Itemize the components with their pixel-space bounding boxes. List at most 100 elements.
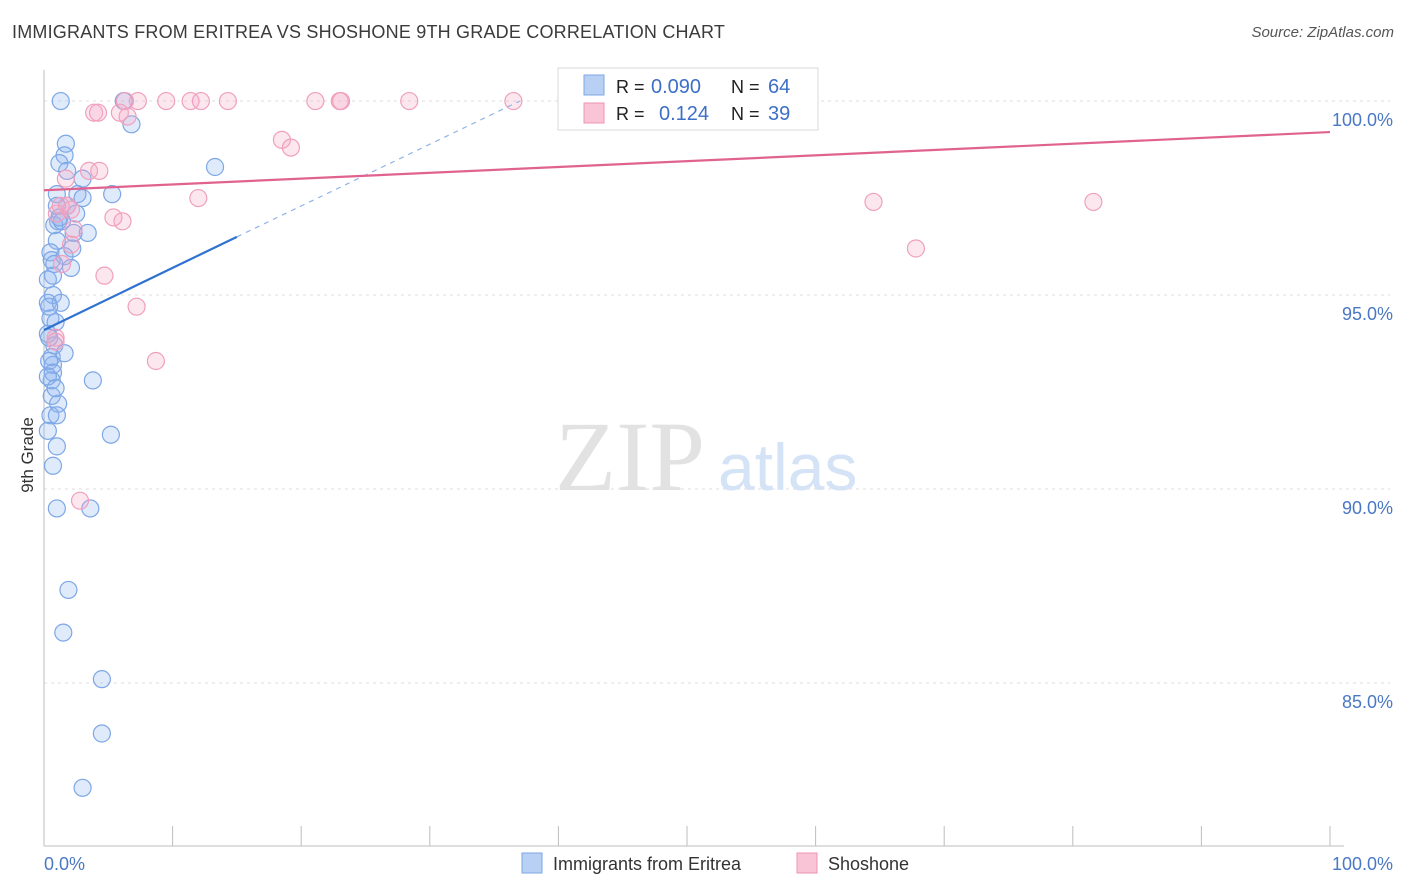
- eritrea-point-49: [43, 456, 63, 475]
- eritrea-point-48: [47, 437, 66, 456]
- shoshone-point-16: [281, 138, 301, 157]
- shoshone-point-27: [95, 266, 114, 285]
- eritrea-point-20: [47, 231, 66, 250]
- shoshone-point-5: [218, 91, 237, 111]
- watermark-atlas: atlas: [718, 430, 857, 504]
- shoshone-point-35: [90, 161, 109, 180]
- y-tick-labels: 100.0% 95.0% 90.0% 85.0%: [1332, 110, 1393, 712]
- x-tick-label-1: 100.0%: [1332, 854, 1393, 874]
- data-points: [38, 91, 1103, 797]
- eritrea-point-12: [103, 185, 122, 204]
- shoshone-point-36: [51, 196, 70, 215]
- shoshone-point-17: [79, 161, 99, 180]
- stats-legend-swatch-blue: [583, 74, 605, 96]
- axes: [43, 70, 1344, 847]
- eritrea-point-5: [50, 154, 69, 173]
- eritrea-point-50: [47, 499, 66, 518]
- shoshone-point-24: [64, 219, 83, 239]
- stats-legend-n-label-1: N =: [731, 77, 760, 97]
- chart-source: Source: ZipAtlas.com: [1251, 24, 1394, 41]
- shoshone-point-0: [128, 91, 147, 111]
- shoshone-point-25: [61, 235, 81, 254]
- shoshone-point-1: [115, 91, 135, 111]
- shoshone-point-3: [181, 91, 200, 111]
- shoshone-point-9: [400, 91, 419, 111]
- series-legend: Immigrants from Eritrea Shoshone: [521, 852, 909, 874]
- eritrea-point-29: [51, 293, 70, 312]
- shoshone-point-31: [70, 491, 90, 510]
- eritrea-point-47: [101, 425, 120, 444]
- shoshone-point-14: [118, 107, 137, 126]
- stats-legend-r-value-2: 0.124: [659, 103, 709, 125]
- shoshone-point-34: [906, 239, 926, 258]
- shoshone-point-32: [864, 192, 883, 212]
- legend-label-eritrea: Immigrants from Eritrea: [553, 854, 742, 874]
- eritrea-point-0: [51, 91, 70, 111]
- y-tick-label-1: 95.0%: [1342, 304, 1393, 324]
- eritrea-point-6: [58, 161, 77, 180]
- y-axis-label: 9th Grade: [18, 417, 37, 493]
- x-tick-labels: 0.0% 100.0%: [44, 854, 1393, 874]
- eritrea-trend-extension: [236, 100, 521, 238]
- legend-swatch-eritrea: [521, 852, 543, 874]
- shoshone-point-29: [46, 328, 65, 347]
- x-tick-label-0: 0.0%: [44, 854, 85, 874]
- shoshone-point-38: [61, 200, 81, 219]
- legend-swatch-shoshone: [796, 852, 818, 874]
- eritrea-point-18: [64, 223, 83, 243]
- watermark: ZIP atlas: [555, 401, 857, 512]
- shoshone-point-10: [504, 91, 523, 111]
- legend-label-shoshone: Shoshone: [828, 854, 909, 874]
- shoshone-point-11: [85, 103, 104, 122]
- stats-legend-r-value-1: 0.090: [651, 76, 701, 98]
- shoshone-point-20: [189, 188, 208, 208]
- watermark-zip: ZIP: [555, 401, 705, 512]
- eritrea-point-58: [45, 254, 64, 274]
- shoshone-point-23: [113, 212, 132, 231]
- stats-legend-n-label-2: N =: [731, 104, 760, 124]
- shoshone-point-30: [146, 351, 165, 371]
- stats-legend-r-label-2: R =: [616, 104, 645, 124]
- eritrea-point-46: [38, 421, 57, 440]
- shoshone-point-22: [104, 208, 123, 227]
- stats-legend-swatch-pink: [583, 102, 605, 124]
- stats-legend-r-label-1: R =: [616, 77, 645, 97]
- eritrea-point-57: [40, 297, 59, 316]
- shoshone-point-37: [46, 332, 65, 351]
- shoshone-trend-line: [43, 130, 1331, 192]
- eritrea-point-8: [205, 157, 225, 177]
- y-tick-label-0: 100.0%: [1332, 110, 1393, 130]
- y-tick-label-3: 85.0%: [1342, 692, 1393, 712]
- shoshone-point-4: [191, 91, 210, 111]
- shoshone-point-33: [1084, 192, 1103, 212]
- shoshone-point-28: [127, 297, 146, 316]
- stats-legend-n-value-2: 39: [768, 103, 790, 125]
- shoshone-point-12: [88, 103, 108, 122]
- shoshone-point-18: [56, 169, 75, 188]
- eritrea-point-52: [59, 580, 78, 600]
- chart-title: IMMIGRANTS FROM ERITREA VS SHOSHONE 9TH …: [12, 22, 726, 42]
- eritrea-point-21: [41, 243, 60, 262]
- eritrea-point-26: [38, 270, 57, 289]
- eritrea-point-54: [92, 670, 111, 689]
- eritrea-point-19: [78, 223, 97, 243]
- shoshone-point-2: [157, 91, 176, 111]
- eritrea-point-62: [46, 379, 65, 398]
- shoshone-point-26: [52, 254, 72, 274]
- eritrea-point-45: [47, 406, 66, 425]
- shoshone-point-8: [331, 91, 351, 111]
- shoshone-point-6: [306, 91, 325, 111]
- y-tick-label-2: 90.0%: [1342, 498, 1393, 518]
- eritrea-point-56: [73, 778, 92, 797]
- trend-lines: [43, 100, 1331, 331]
- stats-legend: R = 0.090 N = 64 R = 0.124 N = 39: [557, 67, 819, 131]
- eritrea-point-37: [40, 351, 59, 371]
- eritrea-point-44: [41, 406, 60, 425]
- eritrea-trend-line: [43, 235, 238, 331]
- grid-lines: [44, 100, 1390, 684]
- stats-legend-n-value-1: 64: [768, 76, 790, 98]
- eritrea-point-41: [83, 371, 102, 390]
- eritrea-point-55: [92, 724, 111, 743]
- eritrea-point-53: [54, 623, 73, 642]
